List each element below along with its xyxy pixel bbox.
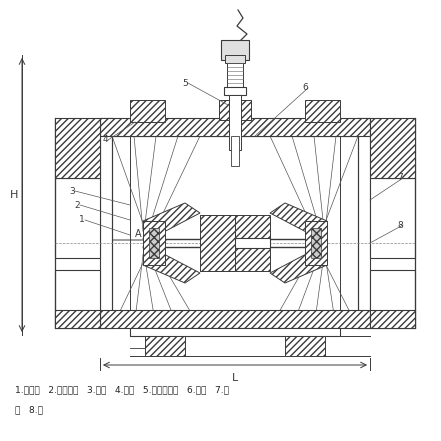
Bar <box>285 336 325 356</box>
Bar <box>143 221 165 265</box>
Polygon shape <box>270 251 327 283</box>
Bar <box>55 118 100 178</box>
Text: 5: 5 <box>182 78 188 87</box>
Polygon shape <box>143 203 200 235</box>
Bar <box>229 95 241 150</box>
Bar <box>235 215 270 271</box>
Bar <box>149 228 159 258</box>
Bar <box>55 270 100 328</box>
Text: 7: 7 <box>397 173 403 183</box>
Bar <box>305 221 327 265</box>
Text: 承   8.轴: 承 8.轴 <box>15 405 43 414</box>
Bar <box>55 310 100 328</box>
Bar <box>231 136 239 166</box>
Text: 4: 4 <box>102 135 108 145</box>
Polygon shape <box>143 251 200 283</box>
Text: L: L <box>232 373 238 383</box>
Bar <box>358 118 370 328</box>
Text: d: d <box>152 339 158 349</box>
Bar <box>100 118 112 328</box>
Text: 6: 6 <box>302 83 308 93</box>
Bar <box>370 270 415 328</box>
Bar <box>221 40 249 60</box>
Bar <box>305 100 340 122</box>
Text: 3: 3 <box>69 187 75 195</box>
Bar <box>370 178 415 258</box>
Bar <box>200 215 235 271</box>
Bar <box>145 336 185 356</box>
Bar <box>227 63 243 87</box>
Bar <box>55 178 100 258</box>
Bar <box>130 100 165 122</box>
Bar <box>130 328 340 336</box>
Bar <box>225 55 245 63</box>
Bar <box>235 238 270 248</box>
Text: A: A <box>135 229 141 239</box>
Text: 8: 8 <box>397 220 403 229</box>
Text: H: H <box>10 190 18 200</box>
Text: 1: 1 <box>79 216 85 224</box>
Polygon shape <box>270 203 327 235</box>
Bar <box>370 310 415 328</box>
Text: 2: 2 <box>74 201 80 209</box>
Bar <box>311 228 321 258</box>
Bar <box>100 118 370 136</box>
Text: 1.球轴承   2.前导向件   3.张圈   4.壳体   5.前置放大器   6.叶轮   7.轴: 1.球轴承 2.前导向件 3.张圈 4.壳体 5.前置放大器 6.叶轮 7.轴 <box>15 385 229 394</box>
Bar <box>100 310 370 328</box>
Bar <box>370 118 415 178</box>
Bar <box>219 100 251 120</box>
Bar <box>224 87 246 95</box>
